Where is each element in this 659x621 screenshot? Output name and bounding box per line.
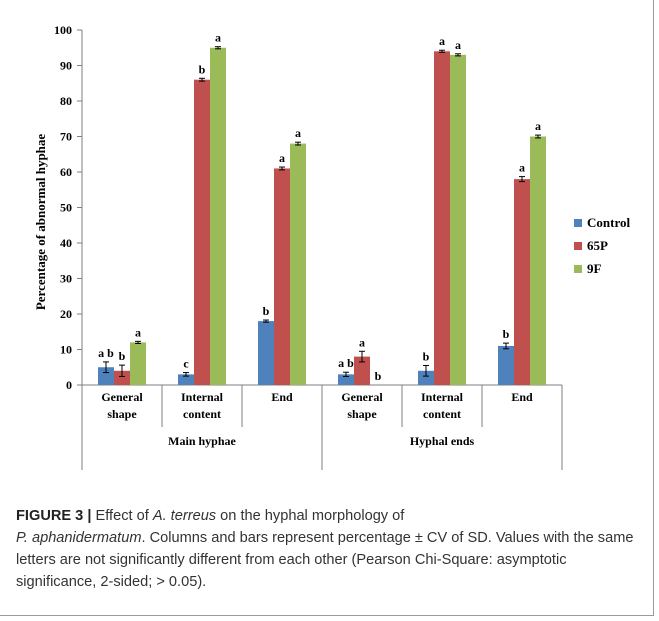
bar	[130, 342, 146, 385]
bar	[178, 374, 194, 385]
significance-letter: b	[375, 369, 382, 383]
x-group-label: Main hyphae	[168, 434, 236, 448]
bar	[434, 51, 450, 386]
bar	[450, 54, 466, 385]
x-category-label: End	[511, 390, 533, 404]
y-tick-label: 90	[60, 59, 72, 73]
y-tick-label: 30	[60, 272, 72, 286]
significance-letter: b	[199, 62, 206, 76]
y-tick-label: 0	[66, 378, 72, 392]
y-tick-label: 20	[60, 307, 72, 321]
caption-text-2: on the hyphal morphology of	[216, 508, 405, 524]
y-tick-label: 60	[60, 165, 72, 179]
significance-letter: b	[423, 349, 430, 363]
y-tick-label: 10	[60, 343, 72, 357]
significance-letter: a	[215, 31, 221, 45]
legend-swatch	[574, 242, 582, 250]
y-tick-label: 50	[60, 201, 72, 215]
bar	[514, 179, 530, 385]
bar	[258, 321, 274, 385]
x-category-label: End	[271, 390, 293, 404]
legend-label: Control	[587, 215, 630, 230]
caption-species-2: P. aphanidermatum	[16, 530, 142, 546]
bar	[530, 136, 546, 385]
significance-letter: b	[263, 304, 270, 318]
caption-text-1: Effect of	[91, 508, 153, 524]
x-category-label: General	[101, 390, 143, 404]
figure-caption: FIGURE 3 | Effect of A. terreus on the h…	[16, 505, 641, 593]
y-tick-label: 100	[54, 23, 72, 37]
x-category-label: Internal	[181, 390, 224, 404]
significance-letter: b	[119, 349, 126, 363]
y-tick-label: 70	[60, 130, 72, 144]
y-axis-label: Percentage of abnormal hyphae	[33, 134, 48, 311]
caption-text-3: . Columns and bars represent percentage …	[16, 530, 634, 590]
legend-label: 9F	[587, 261, 602, 276]
bar	[498, 345, 514, 385]
bar-chart: 0 10 20 30 40 50 60 70 80 90 100 General shape Intern…	[33, 23, 630, 470]
bar	[114, 370, 130, 385]
significance-letter: a	[519, 161, 525, 175]
caption-species-1: A. terreus	[152, 508, 217, 524]
significance-letter: a	[135, 325, 141, 339]
y-tick-label: 40	[60, 236, 72, 250]
significance-letter: a	[535, 119, 541, 133]
legend-swatch	[574, 265, 582, 273]
significance-letter: a	[439, 34, 445, 48]
significance-letter: a	[455, 38, 461, 52]
significance-letter: a	[295, 126, 301, 140]
y-tick-label: 80	[60, 94, 72, 108]
significance-letter: c	[183, 357, 189, 371]
bar	[98, 367, 114, 385]
significance-letter: a b	[98, 346, 114, 360]
significance-letter: b	[503, 327, 510, 341]
bar	[418, 370, 434, 385]
axes-layer: 0 10 20 30 40 50 60 70 80 90 100 General shape Intern…	[54, 23, 563, 470]
x-category-label: content	[423, 407, 461, 421]
bar	[338, 374, 354, 385]
x-category-label: Internal	[421, 390, 464, 404]
legend-label: 65P	[587, 238, 608, 253]
bar	[290, 143, 306, 385]
bar	[210, 47, 226, 385]
x-group-label: Hyphal ends	[410, 434, 475, 448]
significance-letter: a	[359, 335, 365, 349]
legend: Control 65P 9F	[574, 215, 630, 276]
bar	[354, 356, 370, 385]
bar	[274, 168, 290, 385]
x-category-label: General	[341, 390, 383, 404]
significance-letter: a b	[338, 356, 354, 370]
x-category-label: shape	[347, 407, 377, 421]
significance-letter: a	[279, 151, 285, 165]
x-category-label: content	[183, 407, 221, 421]
caption-label: FIGURE 3 |	[16, 508, 92, 524]
bar	[194, 79, 210, 385]
x-category-label: shape	[107, 407, 137, 421]
legend-swatch	[574, 219, 582, 227]
